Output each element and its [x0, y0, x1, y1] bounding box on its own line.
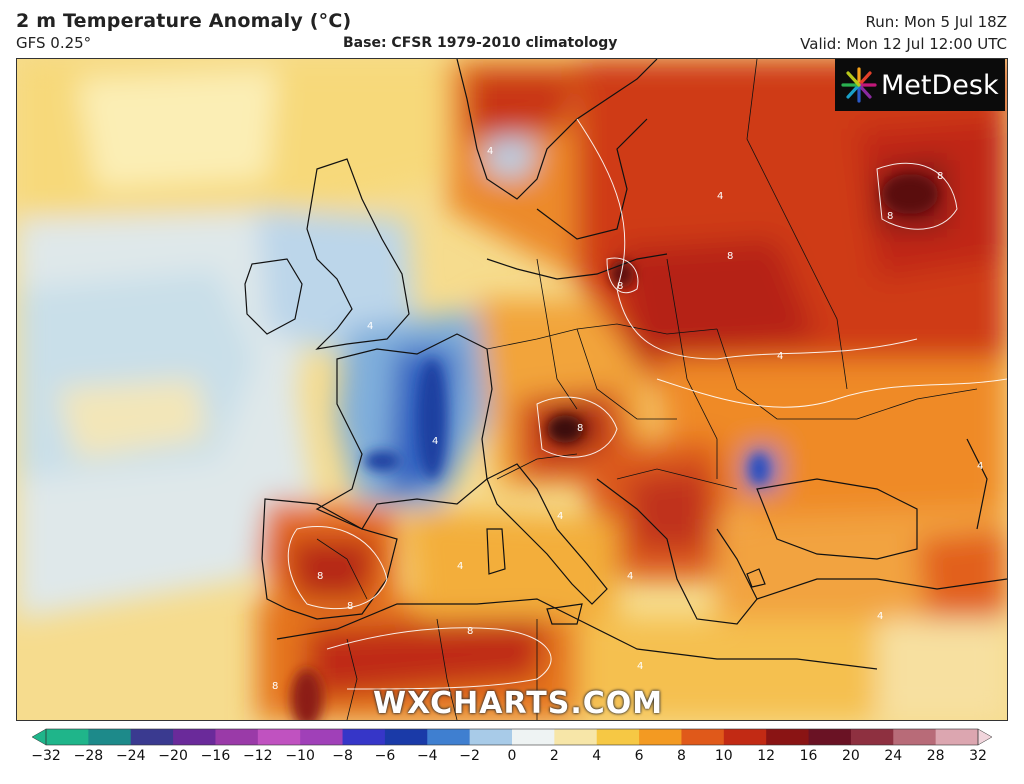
metdesk-logo-text: MetDesk [881, 69, 999, 101]
contour-label: 8 [467, 626, 473, 637]
model-label: GFS 0.25° [16, 34, 92, 52]
colorbar-cell [893, 729, 937, 745]
colorbar-cell [173, 729, 217, 745]
colorbar-cell [512, 729, 555, 745]
contour-label: 4 [637, 661, 643, 672]
colorbar-tick-label: 4 [592, 748, 602, 764]
contour-label: 8 [727, 251, 733, 262]
colorbar-cell [215, 729, 259, 745]
metdesk-logo: MetDesk [835, 59, 1005, 111]
colorbar-tick-label: −12 [243, 748, 273, 764]
colorbar-cell [300, 729, 344, 745]
colorbar-tick-label: −20 [158, 748, 188, 764]
contour-label: 4 [557, 511, 563, 522]
contour-label: 4 [977, 461, 983, 472]
contour-label: 4 [432, 436, 438, 447]
country-borders [316, 59, 978, 720]
colorbar-tick-label: −2 [459, 748, 480, 764]
colorbar-cell [257, 729, 301, 745]
contour-label: 8 [617, 281, 623, 292]
contour-label: 4 [877, 611, 883, 622]
contour-label: 4 [627, 571, 633, 582]
colorbar-cell [935, 729, 979, 745]
colorbar-tick-label: −6 [374, 748, 396, 764]
colorbar: −32 −28 −24 −20 −16 −12 −10 −8 −6 −4 −2 0 2 4 6 8 10 12 16… [31, 728, 992, 784]
contour-label: 8 [937, 171, 943, 182]
colorbar-tick-label: 32 [969, 748, 987, 764]
colorbar-cell [850, 729, 894, 745]
colorbar-tick-label: −32 [31, 748, 61, 764]
colorbar-tick-label: −10 [285, 748, 315, 764]
colorbar-tick-label: 20 [841, 748, 860, 764]
contour-label: 8 [317, 571, 323, 582]
colorbar-cell [88, 729, 132, 745]
colorbar-cell [681, 729, 725, 745]
chart-header: 2 m Temperature Anomaly (°C) GFS 0.25° B… [0, 0, 1024, 58]
contour-label: 4 [487, 146, 493, 157]
climatology-base-label: Base: CFSR 1979-2010 climatology [343, 35, 618, 51]
contour-label: 4 [457, 561, 463, 572]
colorbar-cell [808, 729, 852, 745]
anomaly-field [17, 59, 1007, 720]
colorbar-tick-label: 28 [926, 748, 945, 764]
colorbar-cell [46, 729, 89, 745]
colorbar-tick-label: −16 [200, 748, 231, 764]
contour-label: 8 [887, 211, 893, 222]
contour-label: 8 [347, 601, 353, 612]
colorbar-cell [469, 729, 513, 745]
colorbar-tick-label: 12 [757, 748, 776, 764]
contour-label: 4 [717, 191, 723, 202]
colorbar-cell [766, 729, 810, 745]
map-canvas: 8 8 8 8 8 8 8 8 8 4 4 4 4 4 4 4 4 4 4 4 [17, 59, 1007, 720]
colorbar-cell [384, 729, 428, 745]
anomaly-map[interactable]: 8 8 8 8 8 8 8 8 8 4 4 4 4 4 4 4 4 4 4 4 [16, 58, 1008, 721]
colorbar-tick-label: 10 [714, 748, 733, 764]
colorbar-cell [639, 729, 683, 745]
contour-lines [287, 118, 1007, 690]
colorbar-tick-label: −28 [73, 748, 104, 764]
wxcharts-watermark: WXCHARTS.COM [373, 686, 664, 721]
colorbar-tick-label: −4 [416, 748, 438, 764]
run-time-label: Run: Mon 5 Jul 18Z [865, 13, 1007, 31]
colorbar-tick-label: 2 [549, 748, 559, 764]
contour-label: 4 [367, 321, 373, 332]
colorbar-cell [342, 729, 386, 745]
colorbar-cell [554, 729, 598, 745]
coastlines [244, 59, 1007, 670]
colorbar-cell [427, 729, 471, 745]
contour-label: 8 [272, 681, 278, 692]
colorbar-cell [130, 729, 174, 745]
colorbar-tick-label: 24 [884, 748, 903, 764]
contour-label: 4 [777, 351, 783, 362]
metdesk-starburst-icon [841, 67, 877, 103]
colorbar-ramp [32, 728, 992, 746]
colorbar-tick-label: 6 [634, 748, 644, 764]
colorbar-tick-label: 16 [799, 748, 818, 764]
map-title: 2 m Temperature Anomaly (°C) [16, 10, 352, 32]
colorbar-cell [723, 729, 767, 745]
colorbar-tick-label: 0 [507, 748, 517, 764]
contour-label: 8 [577, 423, 583, 434]
colorbar-tick-label: −24 [115, 748, 146, 764]
valid-time-label: Valid: Mon 12 Jul 12:00 UTC [800, 35, 1007, 53]
contour-labels: 8 8 8 8 8 8 8 8 8 4 4 4 4 4 4 4 4 4 4 4 [272, 146, 983, 692]
colorbar-tick-label: 8 [676, 748, 686, 764]
colorbar-tick-label: −8 [332, 748, 353, 764]
colorbar-cell [596, 729, 640, 745]
